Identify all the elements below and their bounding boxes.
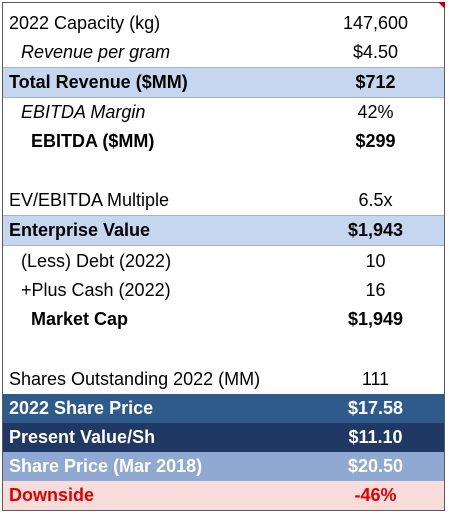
row-shares-outstanding: Shares Outstanding 2022 (MM) 111 [3, 365, 444, 394]
row-label: 2022 Share Price [9, 398, 154, 418]
row-label: Shares Outstanding 2022 (MM) [9, 369, 261, 389]
row-label: Total Revenue ($MM) [9, 72, 188, 92]
row-downside: Downside -46% [3, 481, 444, 510]
row-value: $4.50 [352, 42, 399, 62]
row-capacity: 2022 Capacity (kg) 147,600 [3, 9, 444, 38]
row-value: 111 [361, 369, 390, 389]
row-label: +Plus Cash (2022) [21, 280, 171, 300]
row-label: 2022 Capacity (kg) [9, 13, 161, 33]
row-value: 10 [365, 251, 386, 271]
row-present-value: Present Value/Sh $11.10 [3, 423, 444, 452]
row-current-share-price: Share Price (Mar 2018) $20.50 [3, 452, 444, 481]
row-label: (Less) Debt (2022) [21, 251, 172, 271]
row-revenue-per-gram: Revenue per gram $4.50 [3, 38, 444, 67]
row-2022-share-price: 2022 Share Price $17.58 [3, 394, 444, 423]
valuation-table: 2022 Capacity (kg) 147,600 Revenue per g… [2, 2, 445, 511]
row-debt: (Less) Debt (2022) 10 [3, 247, 444, 276]
row-value: 147,600 [342, 13, 409, 33]
row-label: Downside [9, 485, 95, 505]
row-label: Market Cap [31, 309, 129, 329]
row-value: $1,949 [347, 309, 404, 329]
row-market-cap: Market Cap $1,949 [3, 305, 444, 334]
row-value: $299 [355, 131, 396, 151]
row-label: EBITDA Margin [21, 102, 146, 122]
row-ebitda-margin: EBITDA Margin 42% [3, 98, 444, 127]
row-total-revenue: Total Revenue ($MM) $712 [3, 67, 444, 98]
row-enterprise-value: Enterprise Value $1,943 [3, 215, 444, 246]
row-label: Present Value/Sh [9, 427, 156, 447]
row-label: Share Price (Mar 2018) [9, 456, 203, 476]
row-value: -46% [354, 485, 397, 505]
row-value: 16 [365, 280, 386, 300]
row-cash: +Plus Cash (2022) 16 [3, 276, 444, 305]
row-value: $17.58 [347, 398, 404, 418]
row-label: EV/EBITDA Multiple [9, 190, 170, 210]
row-value: $712 [355, 72, 396, 92]
row-label: Enterprise Value [9, 220, 151, 240]
row-value: 42% [357, 102, 394, 122]
row-ebitda: EBITDA ($MM) $299 [3, 127, 444, 156]
row-value: $20.50 [347, 456, 404, 476]
row-value: 6.5x [358, 190, 393, 210]
row-value: $11.10 [348, 427, 403, 447]
comment-marker-icon [438, 2, 445, 9]
row-value: $1,943 [347, 220, 404, 240]
row-label: Revenue per gram [21, 42, 171, 62]
row-ev-ebitda-multiple: EV/EBITDA Multiple 6.5x [3, 186, 444, 215]
row-label: EBITDA ($MM) [31, 131, 155, 151]
